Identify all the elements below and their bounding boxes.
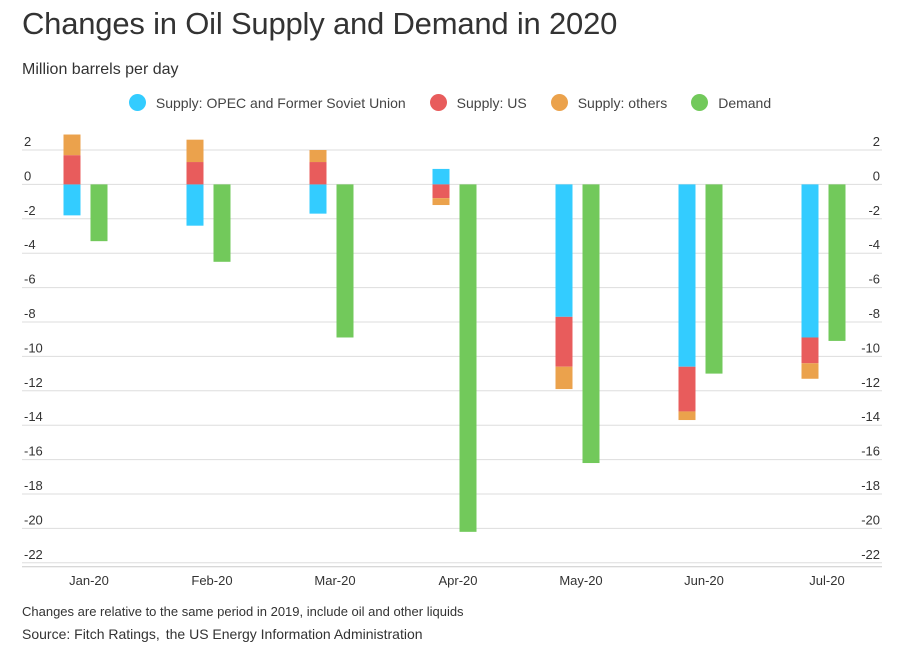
- y-tick-label-left: -20: [24, 512, 43, 527]
- bar-supply-others: [432, 198, 450, 206]
- bar-supply-opec: [309, 184, 327, 214]
- y-tick-label-left: -16: [24, 444, 43, 459]
- y-tick-label-right: -2: [868, 203, 880, 218]
- bar-supply-opec: [555, 184, 573, 317]
- y-tick-label-left: -14: [24, 409, 43, 424]
- bar-supply-others: [186, 139, 204, 163]
- y-tick-label-left: -18: [24, 478, 43, 493]
- y-tick-label-right: -4: [868, 237, 880, 252]
- gridlines: [22, 149, 882, 568]
- bar-demand: [336, 184, 354, 338]
- y-tick-label-left: -2: [24, 203, 36, 218]
- x-tick-label: Jun-20: [684, 573, 724, 588]
- y-tick-label-right: -22: [861, 547, 880, 562]
- bar-supply-others: [63, 134, 81, 156]
- legend-swatch-us: [429, 94, 447, 111]
- y-tick-label-right: 0: [873, 168, 880, 183]
- legend-label-us: Supply: US: [456, 94, 527, 111]
- bar-supply-others: [309, 150, 327, 163]
- axis-labels: 2 2 0 0 -2 -2 -4 -4 -6 -6 -8 -8 -10 -10 -12 -12 -14 -14 -1…: [24, 134, 880, 588]
- y-tick-label-right: -8: [868, 306, 880, 321]
- x-tick-label: Feb-20: [191, 573, 232, 588]
- x-tick-label: Mar-20: [314, 573, 355, 588]
- legend-item-us[interactable]: Supply: US: [429, 94, 527, 111]
- y-tick-label-left: -8: [24, 306, 36, 321]
- bar-demand: [213, 184, 231, 262]
- y-tick-label-left: -10: [24, 340, 43, 355]
- x-tick-label: May-20: [559, 573, 602, 588]
- legend-item-demand[interactable]: Demand: [691, 94, 771, 111]
- y-tick-label-right: -10: [861, 340, 880, 355]
- legend-swatch-others: [550, 94, 568, 111]
- legend-label-demand: Demand: [718, 94, 772, 111]
- bar-supply-opec: [678, 184, 696, 367]
- bar-supply-others: [801, 363, 819, 379]
- bar-demand: [828, 184, 846, 341]
- bar-supply-us: [801, 337, 819, 364]
- bar-supply-opec: [801, 184, 819, 338]
- y-tick-label-right: -6: [868, 272, 880, 287]
- bar-supply-opec: [432, 168, 450, 185]
- footnote: Changes are relative to the same period …: [22, 604, 464, 619]
- bar-supply-us: [555, 316, 573, 367]
- bar-supply-us: [678, 366, 696, 412]
- legend: Supply: OPEC and Former Soviet Union Sup…: [0, 94, 900, 111]
- bar-demand: [90, 184, 108, 242]
- bar-supply-us: [63, 155, 81, 185]
- chart-subtitle: Million barrels per day: [22, 61, 179, 78]
- source-line: Source: Fitch Ratings, the US Energy Info…: [22, 626, 423, 642]
- legend-label-opec: Supply: OPEC and Former Soviet Union: [155, 94, 406, 111]
- bars: [63, 134, 846, 532]
- chart-title: Changes in Oil Supply and Demand in 2020: [22, 6, 618, 41]
- bar-demand: [582, 184, 600, 464]
- legend-label-others: Supply: others: [577, 94, 668, 111]
- y-tick-label-left: 0: [24, 168, 31, 183]
- source-suffix: the US Energy Information Administration: [165, 626, 423, 642]
- x-tick-label: Jan-20: [69, 573, 109, 588]
- bar-supply-opec: [186, 184, 204, 226]
- y-tick-label-right: -12: [861, 375, 880, 390]
- y-tick-label-left: 2: [24, 134, 31, 149]
- y-tick-label-left: -12: [24, 375, 43, 390]
- y-tick-label-left: -22: [24, 547, 43, 562]
- bar-demand: [705, 184, 723, 374]
- x-tick-label: Jul-20: [809, 573, 844, 588]
- bar-supply-us: [432, 184, 450, 199]
- legend-item-others[interactable]: Supply: others: [550, 94, 668, 111]
- legend-swatch-demand: [691, 94, 709, 111]
- y-tick-label-right: -20: [861, 512, 880, 527]
- bar-supply-us: [186, 162, 204, 185]
- bar-demand: [459, 184, 477, 532]
- legend-swatch-opec: [128, 94, 146, 111]
- source-prefix: Source: Fitch Ratings,: [22, 626, 160, 642]
- y-tick-label-right: -18: [861, 478, 880, 493]
- y-tick-label-right: -16: [861, 444, 880, 459]
- y-tick-label-left: -6: [24, 272, 36, 287]
- y-tick-label-right: 2: [873, 134, 880, 149]
- bar-supply-others: [555, 366, 573, 390]
- x-tick-label: Apr-20: [438, 573, 477, 588]
- y-tick-label-right: -14: [861, 409, 880, 424]
- bar-supply-us: [309, 162, 327, 185]
- bar-supply-opec: [63, 184, 81, 216]
- bar-supply-others: [678, 411, 696, 421]
- y-tick-label-left: -4: [24, 237, 36, 252]
- legend-item-opec[interactable]: Supply: OPEC and Former Soviet Union: [128, 94, 406, 111]
